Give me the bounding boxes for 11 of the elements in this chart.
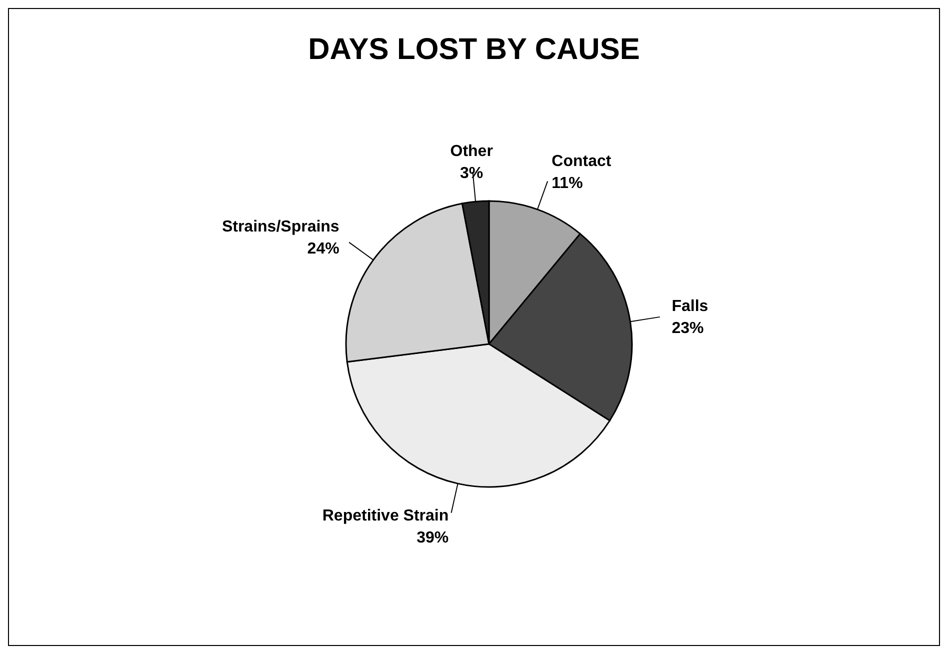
slice-label: Repetitive Strain xyxy=(322,508,449,525)
chart-title: DAYS LOST BY CAUSE xyxy=(307,33,641,68)
data-label: 11% xyxy=(552,174,583,192)
slice-label: Falls xyxy=(672,298,708,316)
slice-label: Contact xyxy=(552,152,612,170)
data-label: 3% xyxy=(460,164,484,182)
slice-label: Strains/Sprains xyxy=(222,218,340,236)
data-label: 39% xyxy=(416,530,449,547)
data-label: 23% xyxy=(672,320,704,338)
slice-label: Other xyxy=(450,142,493,160)
data-label: 24% xyxy=(307,240,340,258)
